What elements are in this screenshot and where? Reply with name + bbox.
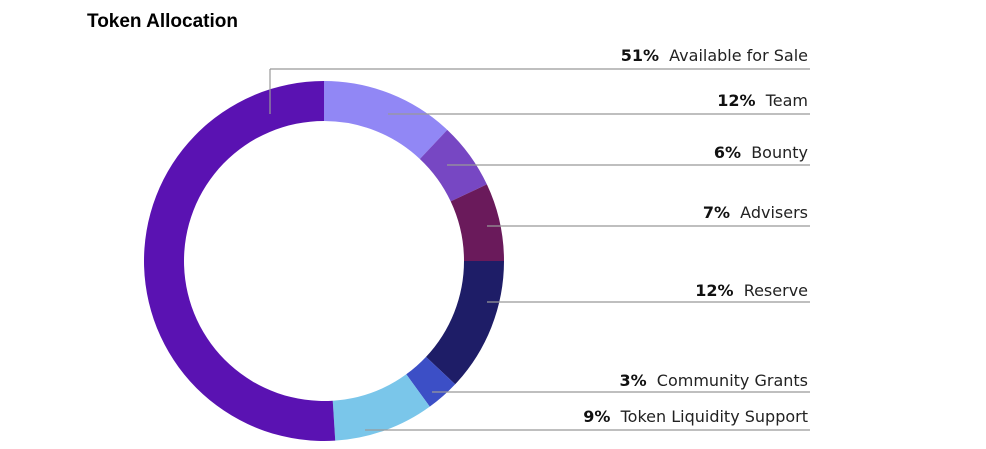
- chart-title: Token Allocation: [87, 11, 238, 32]
- label-pct: 12%: [717, 91, 755, 110]
- label-bounty: 6% Bounty: [714, 143, 808, 162]
- label-advisers: 7% Advisers: [703, 203, 808, 222]
- label-available-for-sale: 51% Available for Sale: [621, 46, 808, 65]
- label-text: Token Liquidity Support: [610, 407, 808, 426]
- label-pct: 3%: [619, 371, 646, 390]
- slice-token-liquidity-support: [332, 374, 430, 441]
- label-token-liquidity-support: 9% Token Liquidity Support: [583, 407, 808, 426]
- label-text: Reserve: [734, 281, 808, 300]
- slice-reserve: [426, 261, 504, 385]
- slice-advisers: [450, 184, 505, 262]
- label-pct: 12%: [695, 281, 733, 300]
- label-text: Advisers: [730, 203, 808, 222]
- label-pct: 7%: [703, 203, 730, 222]
- label-reserve: 12% Reserve: [695, 281, 808, 300]
- label-text: Team: [756, 91, 808, 110]
- label-pct: 51%: [621, 46, 659, 65]
- slice-team: [324, 81, 448, 159]
- label-community-grants: 3% Community Grants: [619, 371, 808, 390]
- slice-community-grants: [406, 356, 456, 407]
- label-pct: 9%: [583, 407, 610, 426]
- label-text: Available for Sale: [659, 46, 808, 65]
- label-pct: 6%: [714, 143, 741, 162]
- slice-bounty: [419, 129, 487, 202]
- label-text: Community Grants: [647, 371, 808, 390]
- label-team: 12% Team: [717, 91, 808, 110]
- label-text: Bounty: [741, 143, 808, 162]
- slice-available-for-sale: [144, 81, 336, 441]
- leader-available-for-sale: [269, 68, 810, 114]
